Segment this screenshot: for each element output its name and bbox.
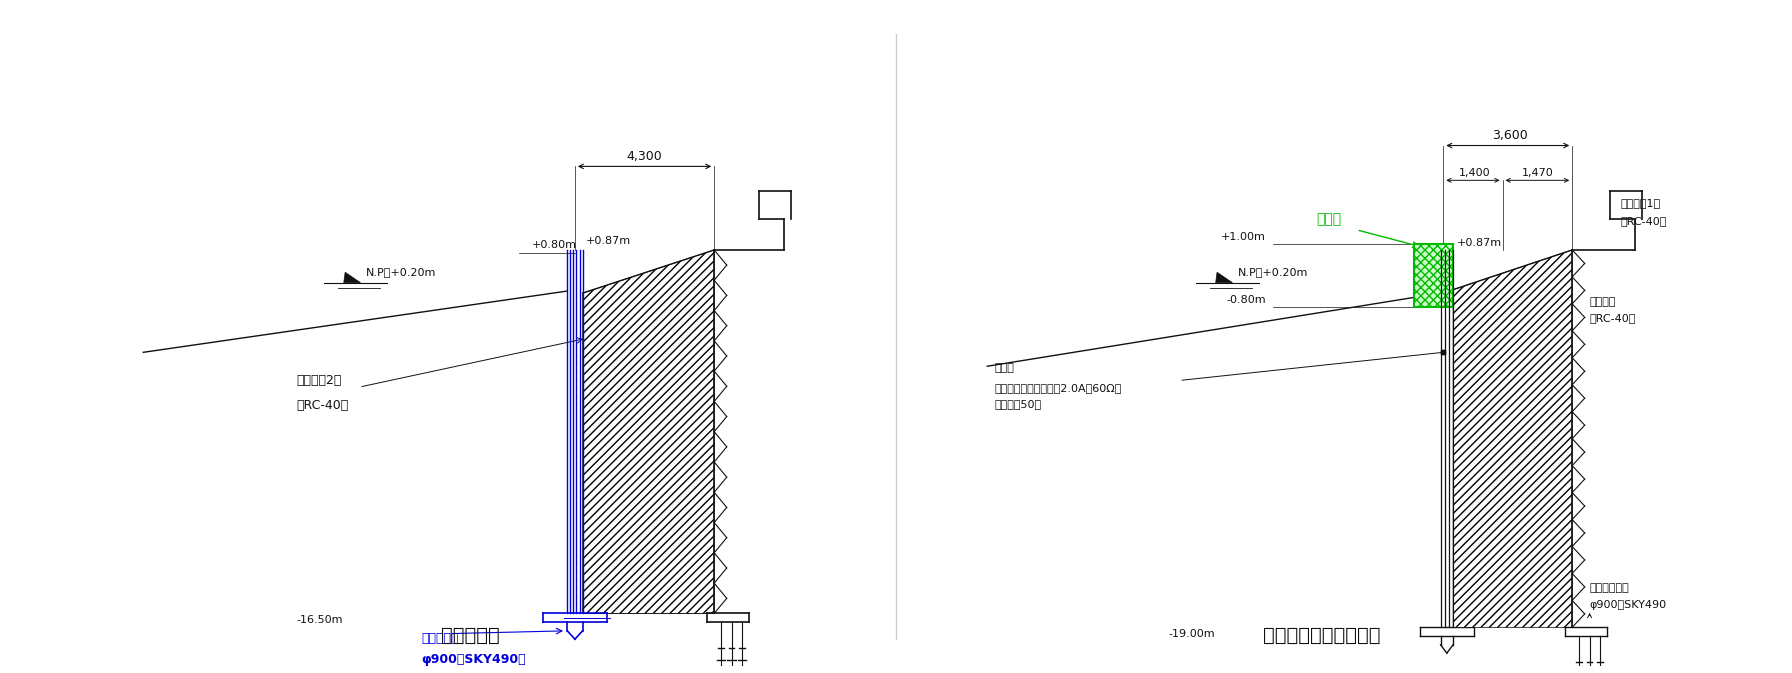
Text: 1,400: 1,400 [1459,168,1491,178]
Polygon shape [1215,273,1233,283]
Polygon shape [344,273,360,283]
Text: +0.87m: +0.87m [1457,238,1502,248]
Text: -16.50m: -16.50m [296,615,342,625]
Text: +1.00m: +1.00m [1220,232,1265,242]
Text: 既設鋼管矢板: 既設鋼管矢板 [1590,583,1629,592]
Text: 標準断面図（上部工）: 標準断面図（上部工） [1263,626,1380,645]
Text: 1,470: 1,470 [1521,168,1554,178]
Text: φ900　SKY490: φ900 SKY490 [1590,600,1667,610]
Text: 4,300: 4,300 [627,150,663,163]
Polygon shape [582,250,715,613]
Text: 耐用年数50年: 耐用年数50年 [995,399,1041,409]
Text: +0.80m: +0.80m [532,240,577,250]
Text: 裏込工（1）: 裏込工（1） [1622,198,1661,208]
Text: 裏込工（2）: 裏込工（2） [296,374,342,387]
Text: （RC-40）: （RC-40） [1622,215,1667,225]
Text: 3,600: 3,600 [1491,129,1527,142]
Text: -19.00m: -19.00m [1168,629,1215,639]
Text: （RC-40）: （RC-40） [1590,313,1636,323]
Polygon shape [1453,250,1572,627]
Text: 標準断面図: 標準断面図 [441,626,500,645]
Text: +0.87m: +0.87m [586,236,631,246]
Text: （RC-40）: （RC-40） [296,398,349,411]
Text: 上部工: 上部工 [1315,212,1340,226]
Text: 鋼管矢板工: 鋼管矢板工 [421,632,459,645]
Text: 付属工: 付属工 [995,363,1014,374]
Text: 既設裏込: 既設裏込 [1590,297,1616,307]
Text: -0.80m: -0.80m [1226,295,1265,305]
Text: N.P．+0.20m: N.P．+0.20m [1238,267,1308,277]
Polygon shape [1414,244,1453,307]
Text: アルミニウム合金陽極2.0A（60Ω）: アルミニウム合金陽極2.0A（60Ω） [995,383,1122,393]
Text: φ900（SKY490）: φ900（SKY490） [421,653,527,666]
Text: N.P．+0.20m: N.P．+0.20m [366,267,437,277]
